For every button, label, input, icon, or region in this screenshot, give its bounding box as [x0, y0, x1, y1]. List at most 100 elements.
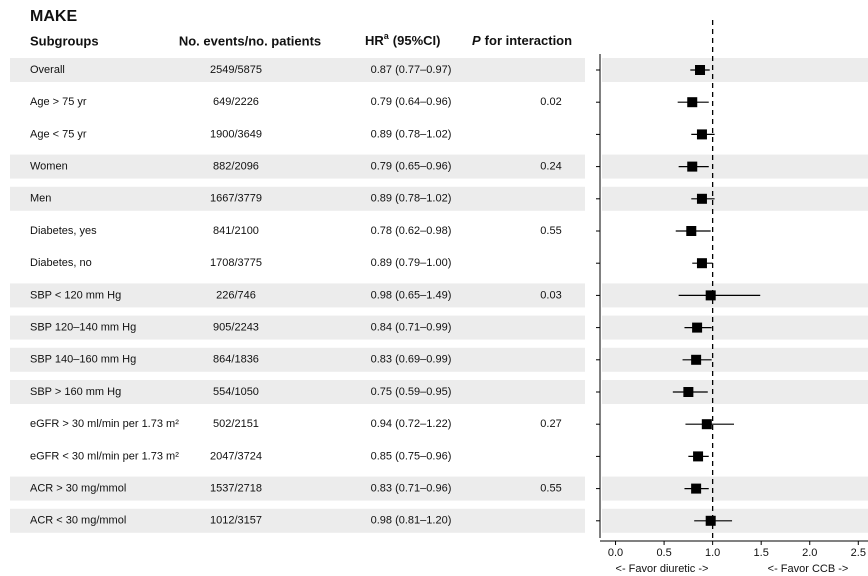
subgroup-label: SBP > 160 mm Hg: [30, 386, 121, 398]
p-label: 0.27: [540, 418, 561, 430]
events-label: 502/2151: [213, 418, 259, 430]
header-hr: HRa (95%CI): [365, 31, 440, 48]
p-label: 0.24: [540, 161, 561, 173]
hr-label: 0.85 (0.75–0.96): [371, 450, 452, 462]
chart-title: MAKE: [30, 8, 77, 25]
x-tick-label: 0.5: [656, 547, 671, 559]
events-label: 2549/5875: [210, 64, 262, 76]
hr-label: 0.79 (0.64–0.96): [371, 96, 452, 108]
x-tick-label: 0.0: [608, 547, 623, 559]
hr-label: 0.98 (0.81–1.20): [371, 515, 452, 527]
subgroup-label: Women: [30, 161, 68, 173]
plot-band: [602, 508, 868, 533]
row-band: [10, 186, 585, 211]
subgroup-label: Age > 75 yr: [30, 96, 87, 108]
hr-point: [696, 258, 707, 269]
events-label: 1012/3157: [210, 515, 262, 527]
x-tick-label: 2.0: [802, 547, 817, 559]
plot-band: [602, 186, 868, 211]
subgroup-label: ACR > 30 mg/mmol: [30, 483, 126, 495]
row-band: [10, 476, 585, 501]
subgroup-label: SBP 140–160 mm Hg: [30, 354, 136, 366]
events-label: 864/1836: [213, 354, 259, 366]
hr-point: [693, 451, 704, 462]
x-label-right: <- Favor CCB ->: [768, 563, 849, 575]
row-band: [10, 380, 585, 404]
subgroup-label: SBP 120–140 mm Hg: [30, 322, 136, 334]
events-label: 1537/2718: [210, 483, 262, 495]
events-label: 1900/3649: [210, 128, 262, 140]
hr-point: [683, 387, 694, 397]
events-label: 1667/3779: [210, 193, 262, 205]
subgroup-label: Age < 75 yr: [30, 128, 87, 140]
row-band: [10, 154, 585, 179]
hr-label: 0.89 (0.79–1.00): [371, 257, 452, 269]
p-rest: for interaction: [485, 33, 572, 48]
subgroup-label: eGFR > 30 ml/min per 1.73 m²: [30, 418, 179, 430]
hr-point: [687, 161, 698, 172]
subgroup-label: Men: [30, 193, 51, 205]
hr-label: 0.98 (0.65–1.49): [371, 289, 452, 301]
hr-label: 0.79 (0.65–0.96): [371, 161, 452, 173]
events-label: 649/2226: [213, 96, 259, 108]
hr: HR: [365, 33, 384, 48]
x-label-left: <- Favor diuretic ->: [616, 563, 709, 575]
row-band: [10, 58, 585, 82]
hr-label: 0.75 (0.59–0.95): [371, 386, 452, 398]
hr-point: [696, 193, 707, 204]
plot-band: [602, 58, 868, 82]
events-label: 905/2243: [213, 322, 259, 334]
events-label: 841/2100: [213, 225, 259, 237]
row-band: [10, 315, 585, 340]
row-band: [10, 508, 585, 533]
hr-point: [686, 226, 697, 236]
row-band: [10, 283, 585, 308]
hr-label: 0.89 (0.78–1.02): [371, 128, 452, 140]
subgroup-label: ACR < 30 mg/mmol: [30, 515, 126, 527]
p-label: 0.55: [540, 483, 561, 495]
hr-label: 0.78 (0.62–0.98): [371, 225, 452, 237]
events-label: 2047/3724: [210, 450, 262, 462]
p-italic: P: [472, 33, 481, 48]
plot-band: [602, 476, 868, 501]
p-label: 0.55: [540, 225, 561, 237]
hr-point: [691, 354, 702, 365]
subgroup-label: Diabetes, no: [30, 257, 92, 269]
header-events: No. events/no. patients: [179, 33, 321, 48]
subgroup-label: Diabetes, yes: [30, 225, 97, 237]
hr-point: [705, 515, 716, 526]
hr-point: [687, 97, 698, 108]
plot-band: [602, 154, 868, 179]
plot-band: [602, 380, 868, 404]
subgroup-label: eGFR < 30 ml/min per 1.73 m²: [30, 450, 179, 462]
hr-label: 0.83 (0.71–0.96): [371, 483, 452, 495]
subgroup-label: Overall: [30, 64, 65, 76]
hr-sup: a: [384, 31, 390, 41]
plot-band: [602, 347, 868, 372]
hr-label: 0.84 (0.71–0.99): [371, 322, 452, 334]
hr-label: 0.87 (0.77–0.97): [371, 64, 452, 76]
hr-ci: (95%CI): [393, 33, 441, 48]
subgroup-label: SBP < 120 mm Hg: [30, 289, 121, 301]
row-band: [10, 347, 585, 372]
hr-label: 0.94 (0.72–1.22): [371, 418, 452, 430]
header-subgroups: Subgroups: [30, 33, 99, 48]
p-label: 0.03: [540, 289, 561, 301]
events-label: 882/2096: [213, 161, 259, 173]
hr-point: [705, 290, 716, 301]
x-tick-label: 1.0: [705, 547, 720, 559]
hr-point: [696, 129, 707, 140]
hr-point: [701, 419, 712, 430]
hr-label: 0.89 (0.78–1.02): [371, 193, 452, 205]
events-label: 226/746: [216, 289, 256, 301]
events-label: 1708/3775: [210, 257, 262, 269]
hr-label: 0.83 (0.69–0.99): [371, 354, 452, 366]
hr-point: [692, 322, 703, 333]
x-tick-label: 1.5: [754, 547, 769, 559]
x-tick-label: 2.5: [851, 547, 866, 559]
plot-band: [602, 315, 868, 340]
hr-point: [695, 65, 706, 75]
events-label: 554/1050: [213, 386, 259, 398]
hr-point: [691, 483, 702, 494]
